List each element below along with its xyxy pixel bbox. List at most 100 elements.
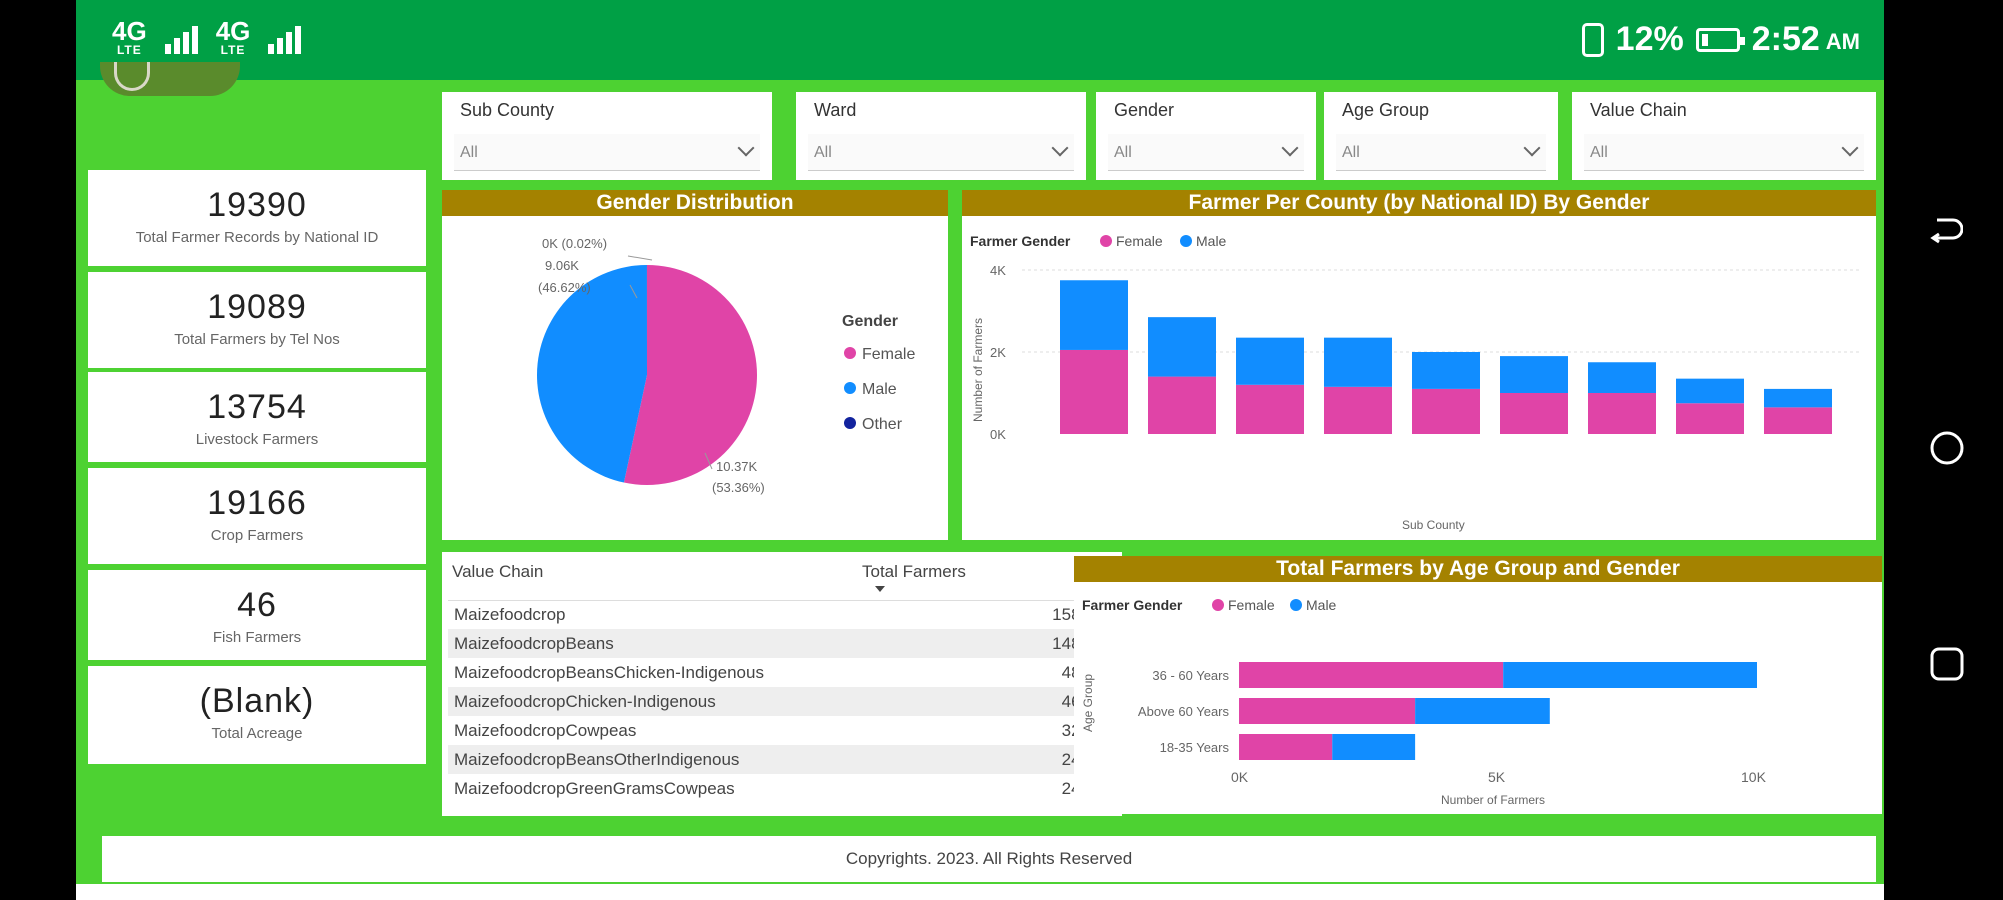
visual-title: Farmer Per County (by National ID) By Ge… [962, 190, 1876, 216]
clock-time: 2:52 [1751, 20, 1820, 58]
y-axis-label: Number of Farmers [971, 318, 985, 422]
column-header-value-chain[interactable]: Value Chain [452, 562, 544, 581]
pie-chart: 9.06K (46.62%) 0K (0.02%) 10.37K (53.36%… [537, 236, 915, 495]
bottom-strip [76, 884, 1884, 900]
dropdown-value: All [1342, 144, 1360, 161]
farmer-per-county-visual[interactable]: Farmer Per County (by National ID) By Ge… [962, 190, 1876, 540]
bar-male[interactable] [1415, 698, 1550, 724]
network-subtype: LTE [116, 43, 142, 57]
y-tick-label: 36 - 60 Years [1152, 668, 1229, 683]
y-axis-label: Age Group [1081, 674, 1095, 732]
slicer-gender[interactable]: Gender All [1096, 92, 1316, 180]
pie-label-female-pct: (53.36%) [712, 480, 765, 495]
legend-label-male: Male [862, 381, 897, 398]
legend-swatch-other [844, 417, 856, 429]
table-row[interactable]: MaizefoodcropCowpeas328 [448, 716, 1096, 745]
y-tick: 4K [990, 263, 1006, 278]
copyright-text: Copyrights. 2023. All Rights Reserved [845, 849, 1133, 868]
bar-male[interactable] [1588, 362, 1656, 393]
bar-female[interactable] [1236, 384, 1304, 434]
x-axis-label: Number of Farmers [1441, 793, 1545, 807]
bar-female[interactable] [1239, 662, 1504, 688]
bar-male[interactable] [1060, 280, 1128, 350]
bar-male[interactable] [1324, 337, 1392, 387]
network-indicator-2: 4G LTE [216, 18, 251, 56]
slicer-age-group[interactable]: Age Group All [1324, 92, 1558, 180]
y-tick: 2K [990, 345, 1006, 360]
table-row[interactable]: MaizefoodcropBeansOtherIndigenous245 [448, 745, 1096, 774]
age-group-dropdown[interactable]: All [1336, 134, 1546, 171]
value-chain-table[interactable]: Value Chain Total Farmers ✱ Maizefoodcro… [442, 552, 1122, 816]
bar-female[interactable] [1500, 393, 1568, 434]
slicer-ward[interactable]: Ward All [796, 92, 1086, 180]
age-group-visual[interactable]: Total Farmers by Age Group and Gender Fa… [1074, 556, 1882, 814]
kpi-value: 13754 [207, 388, 307, 426]
table-row[interactable]: MaizefoodcropBeans 1480 [448, 629, 1096, 658]
visual-title: Gender Distribution [442, 190, 948, 216]
table-row[interactable]: MaizefoodcropChicken-Indigenous464 [448, 687, 1096, 716]
kpi-value: 19390 [207, 186, 307, 224]
cell-value-chain: MaizefoodcropBeansChicken-Indigenous [454, 662, 764, 682]
cell-value-chain: MaizefoodcropCowpeas [454, 720, 637, 740]
x-tick: 10K [1741, 769, 1767, 785]
bar-male[interactable] [1236, 337, 1304, 385]
bar-male[interactable] [1676, 378, 1744, 404]
table-row[interactable]: Maizefoodcrop 1586 [448, 600, 1096, 629]
bar-female[interactable] [1324, 386, 1392, 434]
bar-female[interactable] [1148, 376, 1216, 434]
cell-value-chain: MaizefoodcropChicken-Indigenous [448, 687, 1010, 716]
legend-swatch-male [1290, 599, 1302, 611]
bar-male[interactable] [1148, 317, 1216, 377]
legend-label-male: Male [1196, 233, 1227, 249]
kpi-label: Crop Farmers [210, 527, 304, 544]
gender-dropdown[interactable]: All [1108, 134, 1304, 171]
bar-female[interactable] [1239, 698, 1416, 724]
slicer-value-chain[interactable]: Value Chain All [1572, 92, 1876, 180]
gender-distribution-visual[interactable]: Gender Distribution 9.06K (46.62%) 0K (0… [442, 190, 948, 540]
status-bar: 4G LTE 4G LTE 12% 2:52 AM [76, 0, 1884, 80]
bar-female[interactable] [1239, 734, 1333, 760]
kpi-label: Total Farmer Records by National ID [135, 229, 379, 246]
bar-female[interactable] [1764, 407, 1832, 434]
bar-male[interactable] [1412, 352, 1480, 389]
bar-male[interactable] [1332, 734, 1416, 760]
table-row[interactable]: MaizefoodcropGreenGramsCowpeas241 [448, 774, 1096, 803]
slicer-sub-county[interactable]: Sub County All [442, 92, 772, 180]
pie-slice-female[interactable] [623, 265, 758, 485]
legend-label-female: Female [862, 346, 915, 363]
ward-dropdown[interactable]: All [808, 134, 1074, 171]
home-icon[interactable] [1929, 430, 1965, 466]
sub-county-dropdown[interactable]: All [454, 134, 760, 171]
network-indicator-1: 4G LTE [112, 18, 147, 56]
legend-label-other: Other [862, 416, 903, 433]
table-row[interactable]: MaizefoodcropBeansChicken-Indigenous488 [448, 658, 1096, 687]
bar-female[interactable] [1676, 403, 1744, 434]
back-icon[interactable] [1929, 214, 1963, 248]
legend-swatch-female [844, 347, 856, 359]
chevron-down-icon [1841, 139, 1859, 157]
bar-male[interactable] [1500, 356, 1568, 393]
recents-icon[interactable] [1929, 646, 1965, 682]
bar-female[interactable] [1060, 349, 1128, 434]
bar-female[interactable] [1588, 393, 1656, 434]
bar-male[interactable] [1764, 388, 1832, 408]
kpi-label: Total Acreage [211, 725, 303, 742]
kpi-card-national-id: 19390 Total Farmer Records by National I… [88, 170, 426, 266]
dropdown-value: All [1590, 144, 1608, 161]
x-tick: 5K [1488, 769, 1506, 785]
logo [100, 62, 240, 96]
slicer-label: Sub County [460, 100, 555, 120]
bar-male[interactable] [1503, 662, 1757, 688]
network-type: 4G [112, 16, 147, 46]
cell-value-chain: MaizefoodcropBeans [448, 629, 1010, 658]
value-chain-dropdown[interactable]: All [1584, 134, 1864, 171]
clock-ampm: AM [1825, 29, 1860, 54]
value-chain-rows: Maizefoodcrop 1586 MaizefoodcropBeans 1480… [448, 600, 1096, 803]
pie-label-male-pct: (46.62%) [538, 280, 591, 295]
bar-female[interactable] [1412, 388, 1480, 434]
kpi-card-crop: 19166 Crop Farmers [88, 468, 426, 564]
table-divider [448, 600, 1096, 601]
column-header-total-farmers[interactable]: Total Farmers [862, 562, 966, 581]
network-subtype: LTE [220, 43, 246, 57]
pie-slice-male[interactable] [537, 265, 647, 483]
